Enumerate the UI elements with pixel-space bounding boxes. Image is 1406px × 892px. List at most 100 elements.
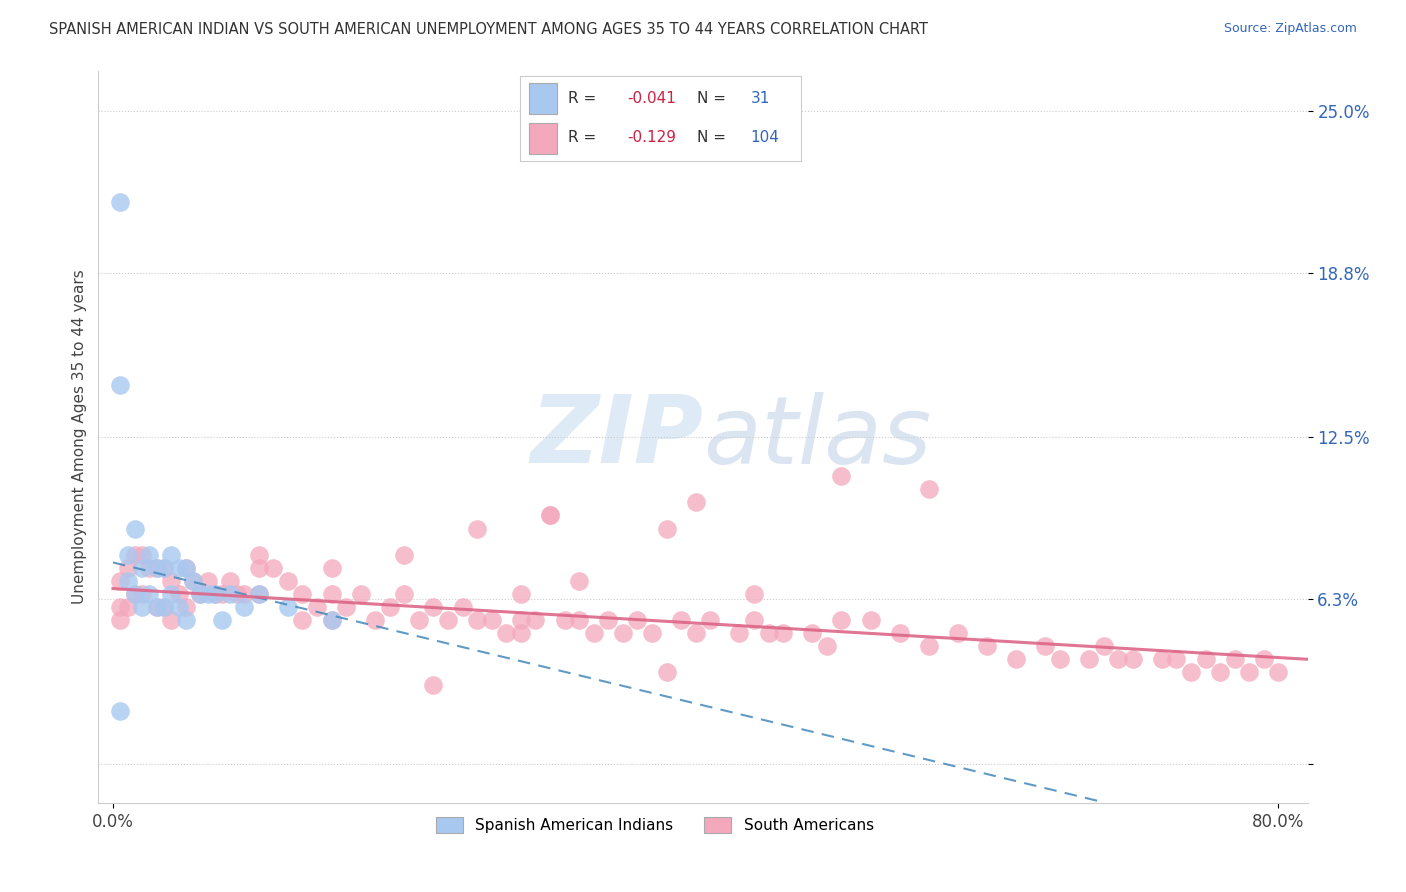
Point bbox=[174, 613, 197, 627]
Point bbox=[305, 599, 328, 614]
Point bbox=[291, 613, 314, 627]
Point bbox=[1180, 665, 1202, 680]
Point bbox=[110, 613, 132, 627]
Point bbox=[626, 613, 648, 627]
Point bbox=[495, 626, 517, 640]
FancyBboxPatch shape bbox=[529, 84, 557, 114]
Point bbox=[394, 587, 416, 601]
Point bbox=[247, 560, 270, 574]
Point bbox=[568, 574, 591, 588]
Point bbox=[190, 587, 212, 601]
Point bbox=[117, 548, 139, 562]
Point bbox=[117, 560, 139, 574]
Point bbox=[167, 560, 190, 574]
Point bbox=[422, 599, 444, 614]
Point bbox=[815, 639, 838, 653]
Point bbox=[321, 560, 343, 574]
Point bbox=[160, 613, 183, 627]
Point bbox=[437, 613, 460, 627]
Point bbox=[204, 587, 226, 601]
Point bbox=[160, 574, 183, 588]
FancyBboxPatch shape bbox=[529, 123, 557, 153]
Point bbox=[138, 548, 160, 562]
Point bbox=[174, 599, 197, 614]
Point bbox=[218, 587, 240, 601]
Point bbox=[889, 626, 911, 640]
Point bbox=[772, 626, 794, 640]
Point bbox=[153, 599, 176, 614]
Point bbox=[918, 483, 941, 497]
Point bbox=[1267, 665, 1289, 680]
Point bbox=[321, 587, 343, 601]
Point bbox=[131, 560, 153, 574]
Point bbox=[758, 626, 780, 640]
Point bbox=[110, 574, 132, 588]
Point bbox=[321, 613, 343, 627]
Text: 104: 104 bbox=[751, 130, 780, 145]
Point bbox=[211, 587, 233, 601]
Point bbox=[685, 626, 707, 640]
Text: 31: 31 bbox=[751, 91, 770, 106]
Point bbox=[153, 599, 176, 614]
Point bbox=[233, 599, 256, 614]
Point bbox=[117, 574, 139, 588]
Point bbox=[153, 560, 176, 574]
Point bbox=[110, 705, 132, 719]
Point bbox=[976, 639, 998, 653]
Point bbox=[612, 626, 634, 640]
Point bbox=[174, 560, 197, 574]
Point bbox=[1166, 652, 1188, 666]
Point bbox=[1122, 652, 1144, 666]
Point bbox=[167, 599, 190, 614]
Point bbox=[204, 587, 226, 601]
Point bbox=[451, 599, 474, 614]
Point bbox=[918, 639, 941, 653]
Point bbox=[524, 613, 547, 627]
Point bbox=[364, 613, 387, 627]
Point bbox=[1107, 652, 1129, 666]
Point bbox=[422, 678, 444, 692]
Y-axis label: Unemployment Among Ages 35 to 44 years: Unemployment Among Ages 35 to 44 years bbox=[72, 269, 87, 605]
Point bbox=[554, 613, 576, 627]
Point bbox=[509, 613, 531, 627]
Point bbox=[742, 613, 765, 627]
Point bbox=[145, 560, 167, 574]
Point bbox=[110, 599, 132, 614]
Point bbox=[1150, 652, 1173, 666]
Text: atlas: atlas bbox=[703, 392, 931, 483]
Point bbox=[1239, 665, 1261, 680]
Point bbox=[830, 469, 852, 483]
Point bbox=[124, 587, 146, 601]
Point bbox=[131, 587, 153, 601]
Point bbox=[277, 599, 299, 614]
Point bbox=[247, 587, 270, 601]
Point bbox=[291, 587, 314, 601]
Point bbox=[153, 560, 176, 574]
Text: N =: N = bbox=[697, 91, 727, 106]
Point bbox=[197, 574, 219, 588]
Point bbox=[211, 613, 233, 627]
Point bbox=[110, 377, 132, 392]
Point bbox=[1078, 652, 1101, 666]
Point bbox=[598, 613, 620, 627]
Point bbox=[124, 548, 146, 562]
Point bbox=[699, 613, 721, 627]
Point bbox=[378, 599, 401, 614]
Point bbox=[233, 587, 256, 601]
Point bbox=[669, 613, 692, 627]
Point bbox=[145, 599, 167, 614]
Legend: Spanish American Indians, South Americans: Spanish American Indians, South American… bbox=[429, 811, 880, 839]
Point bbox=[582, 626, 605, 640]
Point bbox=[350, 587, 373, 601]
Point bbox=[218, 574, 240, 588]
Point bbox=[247, 587, 270, 601]
Point bbox=[394, 548, 416, 562]
Point bbox=[247, 548, 270, 562]
Point bbox=[145, 599, 167, 614]
Text: SPANISH AMERICAN INDIAN VS SOUTH AMERICAN UNEMPLOYMENT AMONG AGES 35 TO 44 YEARS: SPANISH AMERICAN INDIAN VS SOUTH AMERICA… bbox=[49, 22, 928, 37]
Point bbox=[1253, 652, 1275, 666]
Point bbox=[110, 194, 132, 209]
Point bbox=[742, 587, 765, 601]
Point bbox=[859, 613, 882, 627]
Point bbox=[335, 599, 357, 614]
